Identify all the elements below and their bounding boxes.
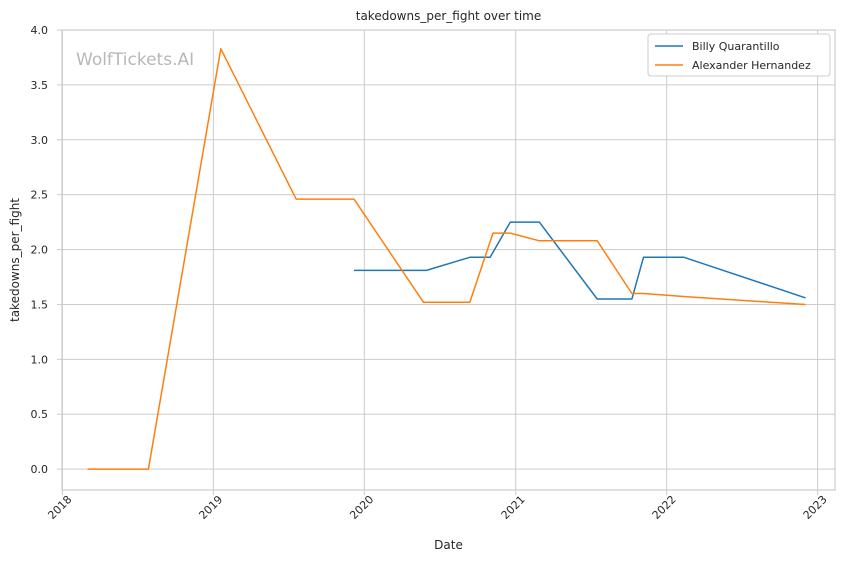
- series-line-1: [354, 221, 806, 300]
- watermark-text: WolfTickets.AI: [76, 50, 194, 70]
- legend-label-1: Billy Quarantillo: [692, 40, 780, 53]
- y-tick-label: 1.5: [31, 298, 49, 311]
- series-line-2: [87, 47, 806, 470]
- chart-title: takedowns_per_fight over time: [356, 9, 542, 23]
- y-tick-label: 0.5: [31, 408, 49, 421]
- series-lines: [87, 47, 806, 470]
- y-axis-label: takedowns_per_fight: [8, 198, 22, 322]
- plot-frame: [61, 29, 836, 491]
- y-tick-label: 3.0: [31, 134, 49, 147]
- y-tick-label: 2.0: [31, 244, 49, 257]
- legend-box: [647, 33, 831, 77]
- y-tick-label: 2.5: [31, 189, 49, 202]
- y-tick-label: 0.0: [31, 463, 49, 476]
- y-gridlines: [62, 29, 835, 470]
- x-axis-label: Date: [434, 538, 463, 552]
- y-tick-label: 1.0: [31, 353, 49, 366]
- y-tick-labels: 0.0 0.5 1.0 1.5 2.0 2.5 3.0 3.5 4.0: [31, 24, 62, 476]
- y-tick-label: 3.5: [31, 79, 49, 92]
- legend-label-2: Alexander Hernandez: [692, 59, 811, 72]
- legend: Billy Quarantillo Alexander Hernandez: [647, 33, 831, 77]
- y-tick-label: 4.0: [31, 24, 49, 37]
